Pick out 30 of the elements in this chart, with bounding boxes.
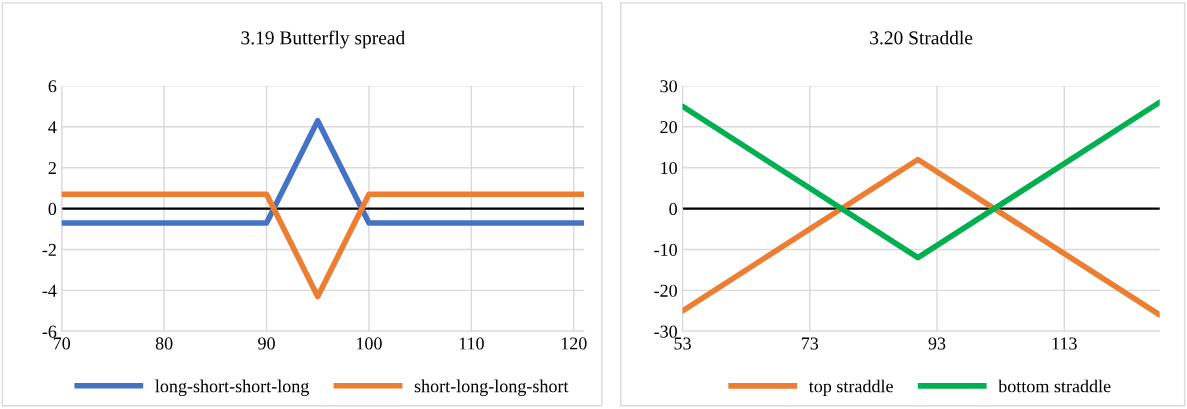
legend-label: short-long-long-short: [414, 379, 569, 397]
x-tick-label: 100: [356, 337, 382, 350]
y-tick-label: -2: [42, 243, 56, 256]
y-tick-label: 20: [660, 121, 677, 134]
y-tick-label: 10: [661, 161, 677, 175]
legend-label: long-short-short-long: [155, 379, 309, 397]
y-tick-label: 2: [48, 162, 56, 174]
y-tick-label: -6: [42, 325, 57, 338]
x-tick-label: 93: [928, 337, 946, 350]
x-tick-label: 110: [459, 337, 484, 350]
y-tick-label: -30: [654, 325, 677, 338]
y-tick-label: -4: [42, 284, 57, 297]
legend-label: bottom straddle: [998, 379, 1111, 393]
x-tick-label: 80: [155, 337, 173, 350]
y-tick-label: 0: [669, 202, 677, 216]
chart-title: 3.19 Butterfly spread: [241, 30, 405, 49]
y-tick-label: 0: [48, 202, 57, 216]
legend-label: top straddle: [808, 379, 893, 397]
y-tick-label: 30: [660, 80, 677, 93]
x-tick-label: 73: [801, 337, 819, 350]
y-tick-label: 6: [48, 80, 57, 93]
x-tick-label: 113: [1052, 337, 1077, 350]
x-tick-label: 70: [53, 337, 71, 350]
y-tick-label: 4: [48, 121, 57, 134]
y-tick-label: -10: [654, 243, 677, 256]
chart-title: 3.20 Straddle: [870, 30, 973, 45]
x-tick-label: 120: [561, 337, 587, 350]
y-tick-label: -20: [654, 284, 677, 297]
x-tick-label: 53: [674, 337, 691, 350]
x-tick-label: 90: [258, 337, 275, 350]
